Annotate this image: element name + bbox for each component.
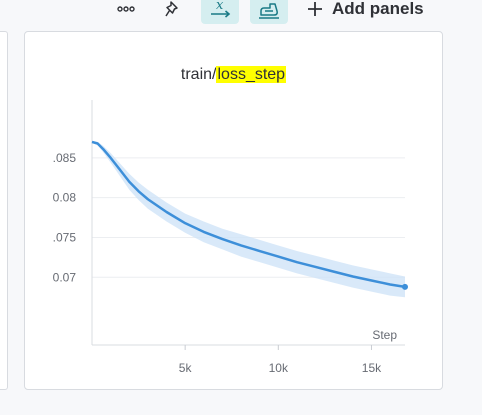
series-end-point	[402, 283, 408, 290]
panel-title: train/loss_step	[25, 66, 442, 84]
title-prefix: train/	[180, 66, 217, 83]
more-options-button[interactable]	[113, 0, 139, 24]
title-highlight: loss_step	[216, 66, 287, 83]
y-tick-label: 0.07	[53, 270, 77, 284]
run-icon	[259, 3, 279, 19]
svg-text:x: x	[216, 0, 224, 13]
series-band	[92, 141, 405, 298]
plus-icon	[308, 2, 322, 16]
more-horizontal-icon	[117, 6, 135, 12]
x-axis-icon: x	[211, 0, 231, 18]
add-panels-button[interactable]: Add panels	[306, 0, 438, 24]
run-button[interactable]	[250, 0, 288, 24]
add-panels-label: Add panels	[332, 0, 424, 18]
loss-line-chart[interactable]: .085 0.08 .075 0.07 5k 10k 15k Step	[25, 32, 442, 389]
pin-button[interactable]	[160, 0, 186, 24]
x-tick-label: 5k	[179, 361, 193, 375]
y-tick-label: 0.08	[53, 191, 77, 205]
x-tick-label: 10k	[269, 361, 289, 375]
x-axis-label: Step	[372, 328, 397, 342]
series-line	[91, 140, 406, 289]
x-tick-label: 15k	[362, 361, 382, 375]
y-tick-label: .085	[53, 151, 77, 165]
adjacent-panel	[0, 31, 8, 390]
panel-toolbar: x Add panels	[0, 0, 482, 26]
y-tick-label: .075	[53, 230, 77, 244]
x-axis-button[interactable]: x	[201, 0, 239, 24]
chart-panel[interactable]: train/loss_step .085 0.08 .075 0.07 5k 10k 15k…	[24, 31, 443, 390]
pin-icon	[165, 1, 178, 17]
